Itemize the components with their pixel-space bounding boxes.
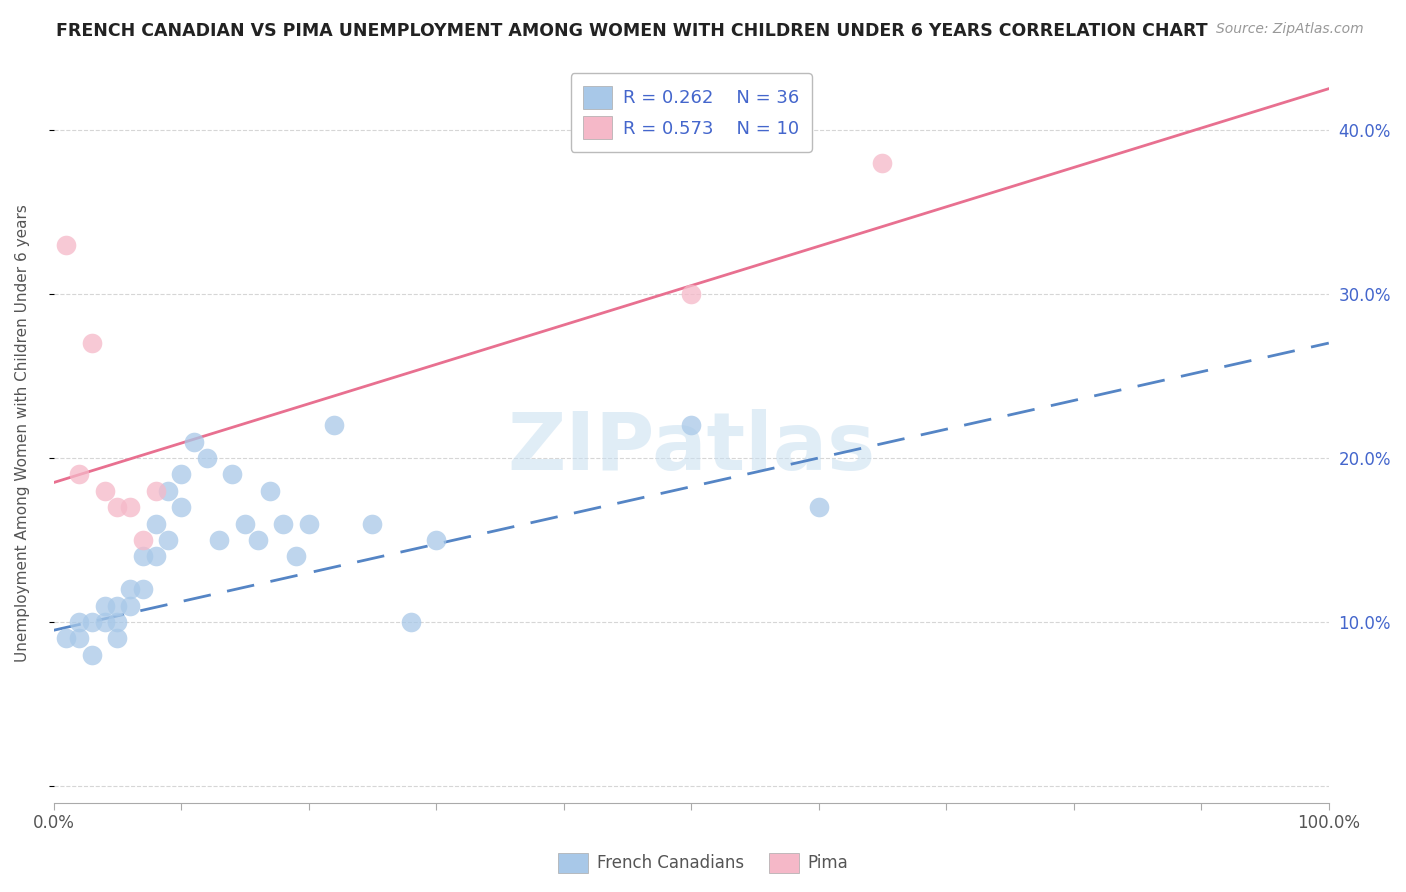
Point: [157, 483, 180, 498]
Point: [120, 599, 142, 613]
Point: [271, 516, 294, 531]
Legend: French Canadians, Pima: French Canadians, Pima: [551, 847, 855, 880]
Point: [93, 599, 115, 613]
Point: [246, 533, 269, 547]
Y-axis label: Unemployment Among Women with Children Under 6 years: Unemployment Among Women with Children U…: [15, 204, 30, 662]
Point: [55, 632, 77, 646]
Point: [105, 599, 128, 613]
Point: [105, 500, 128, 515]
Point: [93, 483, 115, 498]
Point: [67, 467, 90, 482]
Point: [259, 483, 281, 498]
Point: [170, 500, 193, 515]
Point: [425, 533, 447, 547]
Point: [872, 155, 894, 169]
Point: [80, 336, 103, 351]
Point: [221, 467, 243, 482]
Point: [132, 582, 155, 597]
Point: [195, 450, 218, 465]
Point: [233, 516, 256, 531]
Point: [399, 615, 422, 629]
Point: [132, 533, 155, 547]
Point: [145, 483, 167, 498]
Point: [93, 615, 115, 629]
Point: [681, 418, 703, 433]
Point: [145, 549, 167, 564]
Point: [361, 516, 384, 531]
Point: [807, 500, 830, 515]
Point: [120, 582, 142, 597]
Text: ZIPatlas: ZIPatlas: [508, 409, 876, 487]
Point: [67, 632, 90, 646]
Point: [132, 549, 155, 564]
Text: Source: ZipAtlas.com: Source: ZipAtlas.com: [1216, 22, 1364, 37]
Point: [55, 237, 77, 252]
Point: [80, 615, 103, 629]
Point: [80, 648, 103, 662]
Point: [298, 516, 321, 531]
Point: [681, 286, 703, 301]
Point: [208, 533, 231, 547]
Point: [120, 500, 142, 515]
Point: [145, 516, 167, 531]
Text: FRENCH CANADIAN VS PIMA UNEMPLOYMENT AMONG WOMEN WITH CHILDREN UNDER 6 YEARS COR: FRENCH CANADIAN VS PIMA UNEMPLOYMENT AMO…: [56, 22, 1208, 40]
Point: [183, 434, 205, 449]
Point: [157, 533, 180, 547]
Point: [105, 615, 128, 629]
Point: [67, 615, 90, 629]
Legend: R = 0.262    N = 36, R = 0.573    N = 10: R = 0.262 N = 36, R = 0.573 N = 10: [571, 73, 811, 152]
Point: [170, 467, 193, 482]
Point: [105, 632, 128, 646]
Point: [284, 549, 307, 564]
Point: [323, 418, 346, 433]
